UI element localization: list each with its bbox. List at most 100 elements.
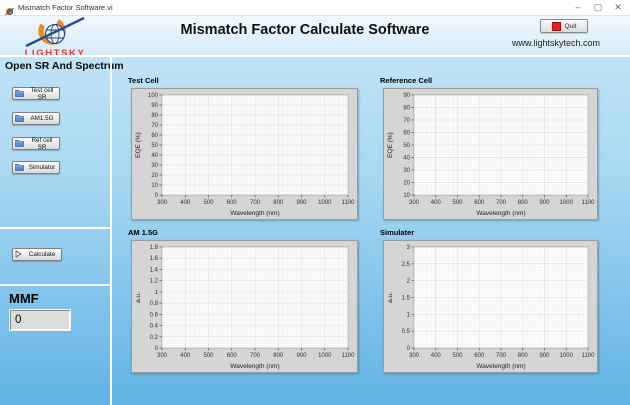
window-title: Mismatch Factor Software.vi xyxy=(18,3,113,12)
svg-text:2.5: 2.5 xyxy=(402,262,411,268)
sidebar-divider xyxy=(0,284,110,286)
folder-icon xyxy=(15,89,24,99)
mmf-display: 0 xyxy=(9,309,71,331)
svg-text:700: 700 xyxy=(250,200,261,206)
svg-text:800: 800 xyxy=(273,353,284,359)
svg-text:50: 50 xyxy=(151,143,158,149)
ref-cell-sr-label: Ref cell SR xyxy=(31,136,53,151)
lightsky-logo-text: LIGHTSKY xyxy=(24,48,86,59)
svg-text:3: 3 xyxy=(407,245,411,251)
lightsky-logo-icon xyxy=(24,16,86,49)
svg-text:Wavelength (nm): Wavelength (nm) xyxy=(230,363,279,370)
calculate-label: Calculate xyxy=(28,251,56,258)
test-cell-sr-button[interactable]: Test cell SR xyxy=(12,86,60,101)
svg-text:600: 600 xyxy=(474,353,485,359)
svg-text:0: 0 xyxy=(407,346,411,352)
folder-icon xyxy=(15,139,24,149)
svg-text:a.u.: a.u. xyxy=(135,292,142,303)
app-icon xyxy=(5,3,14,16)
svg-text:300: 300 xyxy=(157,200,168,206)
svg-text:1: 1 xyxy=(407,312,411,318)
simulater-chart: Simulater 300 400 500 600 700 800 900 1000 1100 0… xyxy=(380,228,598,373)
svg-text:400: 400 xyxy=(431,353,442,359)
svg-text:600: 600 xyxy=(227,200,238,206)
svg-text:1.5: 1.5 xyxy=(402,296,411,302)
svg-text:1000: 1000 xyxy=(560,200,574,206)
svg-text:70: 70 xyxy=(403,118,410,124)
mmf-value: 0 xyxy=(15,314,22,326)
svg-text:900: 900 xyxy=(539,353,550,359)
svg-text:0.6: 0.6 xyxy=(150,312,159,318)
svg-text:80: 80 xyxy=(151,113,158,119)
svg-text:1000: 1000 xyxy=(560,353,574,359)
svg-text:40: 40 xyxy=(151,153,158,159)
svg-text:1.4: 1.4 xyxy=(150,267,159,273)
svg-text:50: 50 xyxy=(403,143,410,149)
test-cell-graph-panel: 300 400 500 600 700 800 900 1000 1100 0 10 20 30 40 50… xyxy=(131,88,358,220)
svg-text:Wavelength (nm): Wavelength (nm) xyxy=(476,210,525,217)
svg-text:600: 600 xyxy=(227,353,238,359)
svg-text:1000: 1000 xyxy=(318,353,332,359)
svg-text:70: 70 xyxy=(151,123,158,129)
svg-text:300: 300 xyxy=(409,200,420,206)
svg-text:1100: 1100 xyxy=(342,200,356,206)
page-title: Mismatch Factor Calculate Software xyxy=(180,22,430,38)
test-cell-chart: Test Cell 300 400 500 600 700 800 900 1000 1100 0… xyxy=(128,76,358,220)
svg-text:1: 1 xyxy=(155,290,159,296)
simulator-button[interactable]: Simulator xyxy=(12,161,60,174)
svg-text:30: 30 xyxy=(403,168,410,174)
svg-text:0.5: 0.5 xyxy=(402,329,411,335)
svg-text:700: 700 xyxy=(496,200,507,206)
quit-stop-icon xyxy=(551,21,561,31)
svg-text:0: 0 xyxy=(155,346,159,352)
sidebar-main-divider xyxy=(110,57,112,405)
folder-icon xyxy=(15,163,24,173)
svg-text:10: 10 xyxy=(151,183,158,189)
quit-button[interactable]: Quit xyxy=(540,19,588,33)
svg-text:800: 800 xyxy=(273,200,284,206)
reference-cell-chart: Reference Cell 300 400 500 600 700 800 900 1000… xyxy=(380,76,598,220)
svg-text:60: 60 xyxy=(151,133,158,139)
svg-text:700: 700 xyxy=(496,353,507,359)
header-divider xyxy=(0,55,630,57)
quit-button-label: Quit xyxy=(564,22,577,30)
close-icon[interactable]: ✕ xyxy=(614,2,622,12)
svg-text:1.6: 1.6 xyxy=(150,256,159,262)
run-icon xyxy=(15,249,22,260)
svg-text:1000: 1000 xyxy=(318,200,332,206)
title-bar: Mismatch Factor Software.vi – ▢ ✕ xyxy=(0,0,630,16)
svg-text:Wavelength (nm): Wavelength (nm) xyxy=(476,363,525,370)
svg-text:1100: 1100 xyxy=(582,200,596,206)
svg-text:400: 400 xyxy=(180,353,191,359)
svg-text:60: 60 xyxy=(403,131,410,137)
svg-text:0: 0 xyxy=(155,193,159,199)
window-controls: – ▢ ✕ xyxy=(568,0,628,15)
calculate-button[interactable]: Calculate xyxy=(12,248,62,261)
mmf-label: MMF xyxy=(9,291,39,306)
svg-text:500: 500 xyxy=(452,353,463,359)
svg-text:500: 500 xyxy=(203,200,214,206)
svg-text:80: 80 xyxy=(403,106,410,112)
svg-text:90: 90 xyxy=(403,93,410,99)
svg-text:800: 800 xyxy=(518,200,529,206)
svg-text:90: 90 xyxy=(151,103,158,109)
am15g-button[interactable]: AM1.5G xyxy=(12,112,60,125)
minimize-icon[interactable]: – xyxy=(575,2,581,12)
test-cell-sr-label: Test cell SR xyxy=(30,86,54,101)
reference-cell-graph-panel: 300 400 500 600 700 800 900 1000 1100 10 20 30 40 50 6… xyxy=(383,88,598,220)
svg-text:2: 2 xyxy=(407,279,411,285)
svg-text:100: 100 xyxy=(148,93,159,99)
svg-text:EQE (%): EQE (%) xyxy=(387,132,394,158)
svg-text:0.8: 0.8 xyxy=(150,301,159,307)
svg-text:40: 40 xyxy=(403,156,410,162)
svg-text:1100: 1100 xyxy=(342,353,356,359)
ref-cell-sr-button[interactable]: Ref cell SR xyxy=(12,136,60,151)
folder-icon xyxy=(15,114,24,124)
maximize-icon[interactable]: ▢ xyxy=(593,2,603,12)
reference-cell-chart-title: Reference Cell xyxy=(380,76,433,85)
svg-text:20: 20 xyxy=(151,173,158,179)
svg-text:900: 900 xyxy=(296,353,307,359)
am15g-chart-title: AM 1.5G xyxy=(128,228,159,237)
svg-text:30: 30 xyxy=(151,163,158,169)
